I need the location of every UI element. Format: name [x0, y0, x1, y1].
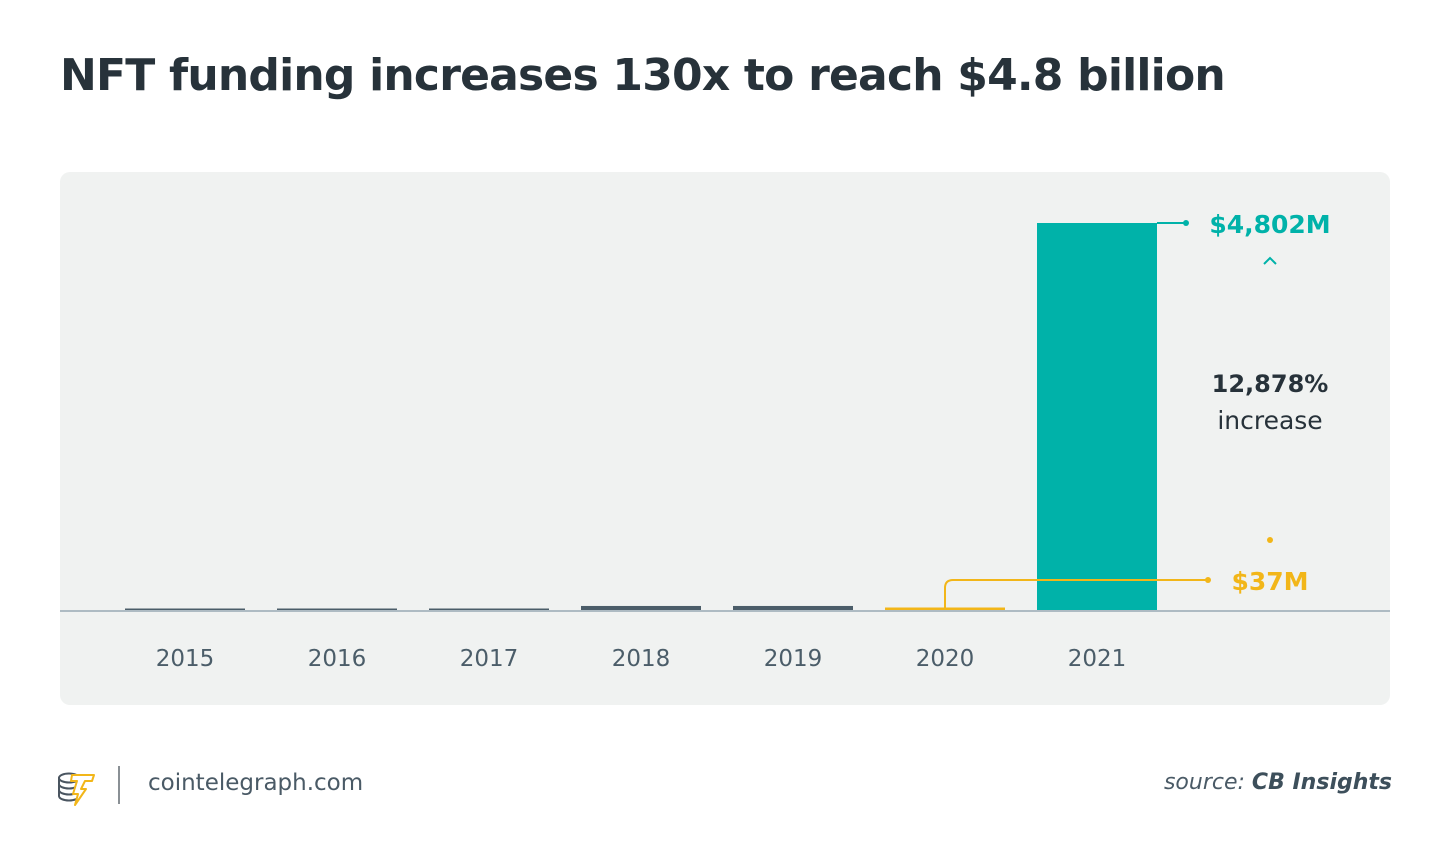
x-tick-label-2019: 2019	[764, 646, 823, 672]
x-tick-label-2018: 2018	[612, 646, 671, 672]
value-label-2020: $37M	[1231, 567, 1308, 596]
x-tick-label-2020: 2020	[916, 646, 975, 672]
bar-2019	[733, 605, 853, 610]
x-tick-label-2015: 2015	[156, 646, 215, 672]
x-tick-label-2017: 2017	[460, 646, 519, 672]
leader-dot-2021	[1183, 220, 1189, 226]
bar-2015	[125, 608, 245, 610]
bar-2018	[581, 605, 701, 610]
bar-2017	[429, 608, 549, 610]
chart-panel: 2015 2016 2017 2018 2019 2020 2021 $4,802M $37M 1…	[60, 172, 1390, 705]
x-tick-label-2021: 2021	[1068, 646, 1127, 672]
footer-source: source: CB Insights	[1164, 770, 1392, 795]
arrow-up-icon	[1263, 256, 1277, 265]
bar-2016	[277, 608, 397, 610]
cointelegraph-logo-icon	[58, 772, 95, 806]
increase-text-label: increase	[1217, 406, 1322, 435]
footer-divider	[118, 766, 120, 804]
increase-percent-label: 12,878%	[1212, 370, 1329, 398]
bar-2020	[885, 607, 1005, 610]
source-name: CB Insights	[1251, 770, 1392, 795]
footer-site-link[interactable]: cointelegraph.com	[148, 770, 364, 796]
leader-dot-2020	[1205, 577, 1211, 583]
bar-chart: 2015 2016 2017 2018 2019 2020 2021 $4,802M $37M 1…	[60, 210, 1390, 672]
value-label-2021: $4,802M	[1209, 210, 1330, 239]
leader-line-2020	[944, 579, 1208, 608]
chart-title: NFT funding increases 130x to reach $4.8…	[60, 50, 1226, 101]
bar-2021	[1037, 223, 1157, 610]
source-prefix: source:	[1163, 770, 1245, 795]
x-tick-label-2016: 2016	[308, 646, 367, 672]
increase-base-dot	[1267, 537, 1273, 543]
